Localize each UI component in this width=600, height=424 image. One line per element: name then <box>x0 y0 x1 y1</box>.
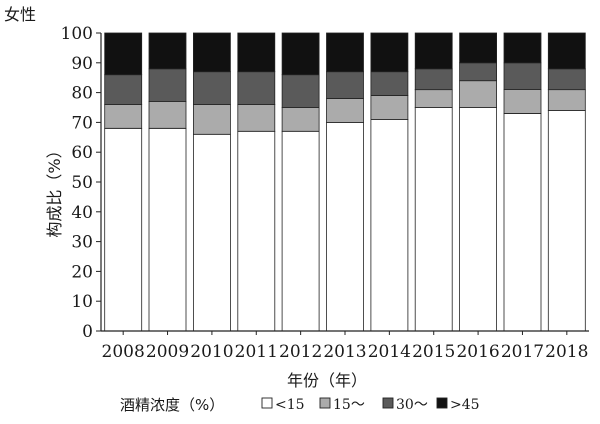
legend-label-2: 15～ <box>333 397 365 413</box>
bar-segment-2017-2 <box>503 89 542 114</box>
legend-label-4: >45 <box>450 397 480 413</box>
bar-segment-2012-4 <box>281 32 320 76</box>
bar-segment-2017-1 <box>503 113 542 332</box>
bar-segment-2008-4 <box>104 32 143 76</box>
bar-segment-2016-2 <box>459 80 498 108</box>
bar-segment-2012-3 <box>281 74 320 108</box>
bar-segment-2014-1 <box>370 119 409 332</box>
y-tick-label: 0 <box>82 322 93 342</box>
y-tick-label: 100 <box>61 24 93 44</box>
y-tick-label: 40 <box>71 203 93 223</box>
bar-segment-2013-3 <box>326 71 364 99</box>
x-tick-label: 2011 <box>235 342 278 362</box>
bar-segment-2011-2 <box>237 104 276 132</box>
bar-segment-2011-4 <box>237 32 276 73</box>
legend-swatch-2 <box>319 397 331 409</box>
bar-segment-2009-1 <box>148 127 187 332</box>
legend-swatch-1 <box>261 397 273 409</box>
bars-layer <box>104 32 586 332</box>
x-tick-label: 2013 <box>323 342 366 362</box>
legend: 酒精浓度（%） <15 15～ 30～ >45 <box>120 396 480 414</box>
bar-segment-2017-3 <box>503 62 542 90</box>
y-tick-label: 60 <box>71 143 93 163</box>
legend-label-3: 30～ <box>396 397 428 413</box>
y-tick-label: 50 <box>71 173 93 193</box>
bar-segment-2013-2 <box>326 98 364 123</box>
bar-segment-2014-2 <box>370 95 409 120</box>
bar-segment-2018-4 <box>547 32 586 70</box>
y-tick-label: 10 <box>71 292 93 312</box>
bar-segment-2009-4 <box>148 32 187 70</box>
x-tick-label: 2008 <box>102 342 145 362</box>
bar-segment-2018-2 <box>547 89 586 111</box>
bar-segment-2013-1 <box>326 122 364 332</box>
bar-segment-2016-1 <box>459 107 498 332</box>
bar-segment-2018-3 <box>547 68 586 91</box>
y-tick-label: 80 <box>71 84 93 104</box>
x-tick-label: 2014 <box>368 342 411 362</box>
bar-segment-2008-3 <box>104 74 143 105</box>
bar-segment-2011-1 <box>237 130 276 332</box>
legend-title: 酒精浓度（%） <box>120 396 224 414</box>
bar-segment-2017-4 <box>503 32 542 64</box>
bar-segment-2010-3 <box>192 71 231 105</box>
bar-segment-2015-3 <box>414 68 453 91</box>
bar-segment-2010-1 <box>192 133 231 332</box>
bar-segment-2014-3 <box>370 71 409 96</box>
bar-segment-2016-4 <box>459 32 498 64</box>
bar-segment-2009-2 <box>148 101 187 129</box>
y-tick-label: 90 <box>71 54 93 74</box>
y-tick-label: 70 <box>71 113 93 133</box>
x-tick-label: 2012 <box>279 342 322 362</box>
bar-segment-2012-2 <box>281 107 320 132</box>
x-tick-label: 2010 <box>190 342 233 362</box>
legend-swatch-3 <box>382 397 394 409</box>
bar-segment-2014-4 <box>370 32 409 73</box>
bar-segment-2010-2 <box>192 104 231 135</box>
bar-segment-2015-1 <box>414 107 453 332</box>
bar-segment-2015-4 <box>414 32 453 70</box>
bar-segment-2012-1 <box>281 130 320 332</box>
legend-swatch-4 <box>436 397 448 409</box>
bar-segment-2008-1 <box>104 127 143 332</box>
bar-segment-2013-4 <box>326 32 364 73</box>
y-axis-title: 构成比（%） <box>45 142 64 237</box>
x-tick-label: 2018 <box>545 342 588 362</box>
x-tick-label: 2016 <box>456 342 499 362</box>
bar-segment-2016-3 <box>459 62 498 82</box>
bar-segment-2015-2 <box>414 89 453 108</box>
y-tick-label: 20 <box>71 262 93 282</box>
x-tick-label: 2017 <box>501 342 544 362</box>
bar-segment-2010-4 <box>192 32 231 73</box>
x-tick-label: 2009 <box>146 342 189 362</box>
bar-segment-2018-1 <box>547 110 586 332</box>
bar-segment-2011-3 <box>237 71 276 105</box>
x-tick-label: 2015 <box>412 342 455 362</box>
x-axis-title: 年份（年） <box>287 371 367 390</box>
chart-title: 女性 <box>4 5 36 24</box>
y-tick-label: 30 <box>71 233 93 253</box>
bar-segment-2008-2 <box>104 104 143 129</box>
bar-segment-2009-3 <box>148 68 187 103</box>
legend-label-1: <15 <box>275 397 305 413</box>
